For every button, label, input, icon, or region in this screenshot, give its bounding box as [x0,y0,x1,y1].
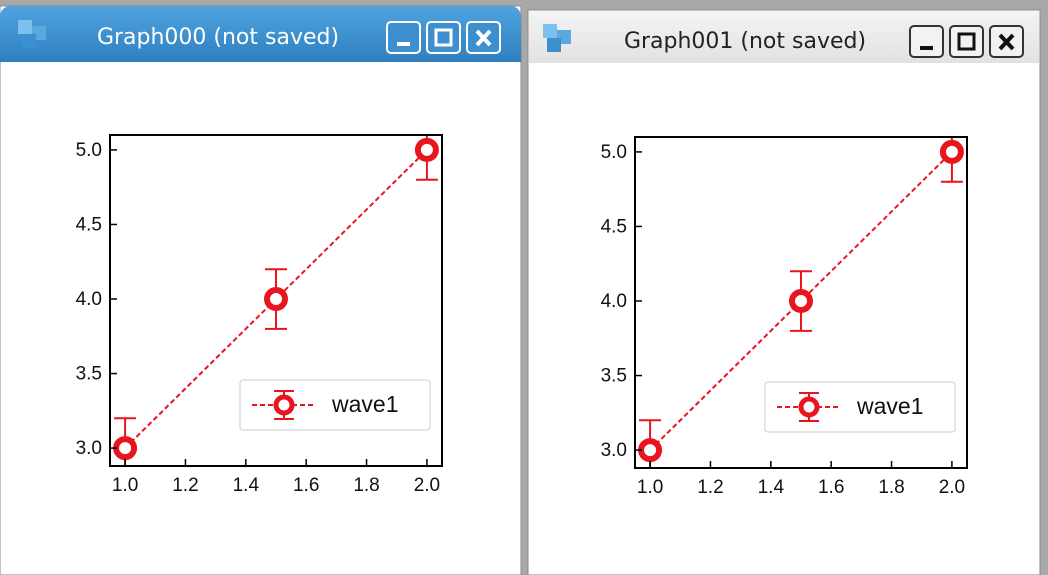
legend-box [239,379,431,431]
x-tick-label: 2.0 [414,475,440,496]
legend-marker [273,394,295,416]
x-tick-label: 1.2 [697,477,723,498]
plot-area [113,135,439,466]
window: Graph001 (not saved) [527,9,1041,575]
y-tick-label: 4.0 [76,289,102,310]
y-tick-label: 3.0 [601,440,627,461]
legend-label: wave1 [856,393,923,419]
app-icon [18,20,46,48]
window-title: Graph001 (not saved) [624,29,866,54]
marker [789,289,813,314]
x-tick-label: 1.4 [758,477,785,498]
x-tick-label: 1.6 [818,477,844,498]
y-tick-label: 4.5 [601,216,627,237]
marker [113,436,138,461]
y-tick-label: 4.5 [76,214,102,235]
y-tick-label: 3.5 [76,364,102,385]
marker [264,287,288,312]
plot-area [638,137,964,468]
x-tick-label: 2.0 [939,477,965,498]
y-tick-label: 4.0 [601,291,627,312]
legend: wave1 [239,379,431,431]
app-icon [543,24,571,52]
marker [638,438,663,463]
window: Graph000 (not saved) [0,5,522,575]
y-tick-label: 5.0 [76,140,102,161]
y-tick-label: 3.5 [601,366,627,387]
legend: wave1 [764,381,956,433]
chart: wave1 1.0 1.2 1.4 1.6 1.8 2.0 3.0 3.5 4.0 4.5 5.0 [76,134,443,496]
legend-label: wave1 [331,391,398,417]
marker [939,139,964,164]
legend-box [764,381,956,433]
x-tick-label: 1.2 [172,475,198,496]
x-tick-label: 1.6 [293,475,319,496]
window-frame [0,5,522,575]
x-tick-label: 1.8 [878,477,904,498]
y-tick-label: 3.0 [76,438,102,459]
x-tick-label: 1.0 [112,475,138,496]
x-tick-label: 1.4 [233,475,260,496]
plot-frame [634,136,968,469]
window-frame [527,9,1041,575]
x-tick-label: 1.8 [353,475,379,496]
plot-frame [109,134,443,467]
marker [414,137,439,162]
x-tick-label: 1.0 [637,477,663,498]
legend-marker [798,396,820,418]
close-button[interactable] [989,25,1024,58]
minimize-button[interactable] [909,25,944,58]
window-title: Graph000 (not saved) [97,25,339,50]
chart: wave1 1.0 1.2 1.4 1.6 1.8 2.0 3.0 3.5 4.0 4.5 5.0 [601,136,968,498]
close-button[interactable] [466,21,501,54]
maximize-button[interactable] [949,25,984,58]
y-tick-label: 5.0 [601,142,627,163]
maximize-button[interactable] [426,21,461,54]
minimize-button[interactable] [386,21,421,54]
